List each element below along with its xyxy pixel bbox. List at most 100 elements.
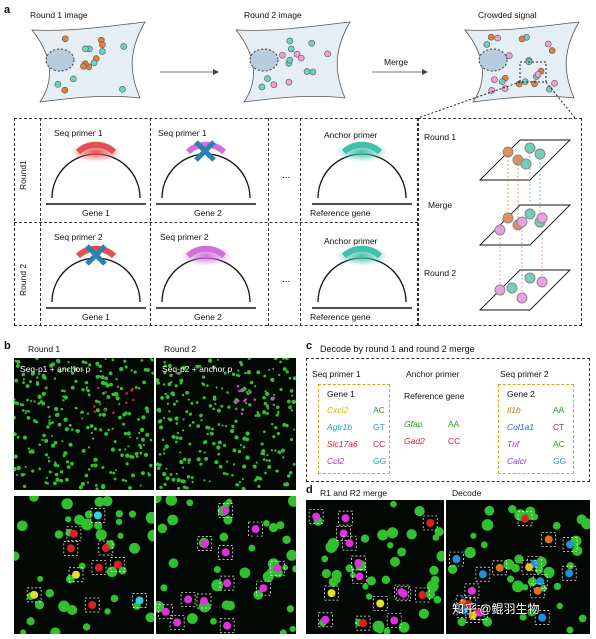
cell-spot (264, 75, 271, 82)
green-spot (147, 472, 150, 475)
cell-spot (515, 80, 523, 88)
green-spot (75, 429, 78, 432)
green-spot (167, 363, 172, 368)
green-spot (159, 419, 163, 423)
green-spot (430, 575, 440, 585)
green-spot (44, 386, 48, 390)
green-spot (166, 402, 170, 405)
green-spot (22, 378, 25, 381)
green-spot (270, 377, 275, 382)
green-spot (254, 385, 257, 388)
green-spot (22, 435, 27, 440)
green-spot (175, 472, 178, 476)
cell-spot (531, 80, 538, 88)
green-spot (66, 465, 71, 469)
green-spot (163, 482, 167, 487)
green-spot (74, 379, 78, 383)
stack-round2-label: Round 2 (424, 268, 457, 278)
green-spot (390, 500, 397, 508)
green-spot (249, 380, 254, 385)
green-spot (484, 505, 495, 516)
green-spot (14, 432, 17, 437)
green-spot (41, 391, 46, 397)
spot-box (541, 531, 557, 547)
green-spot (480, 541, 488, 549)
green-spot (272, 367, 275, 370)
green-spot (434, 527, 444, 537)
green-spot (114, 469, 118, 472)
colored-spot (426, 518, 435, 527)
cell-spot (258, 83, 266, 91)
colored-spot (69, 529, 78, 538)
spot-box (196, 593, 212, 609)
green-spot (86, 425, 90, 430)
green-spot (286, 399, 291, 404)
green-spot (170, 381, 173, 384)
green-spot (272, 435, 276, 439)
green-spot (23, 473, 26, 476)
cell-spot (61, 86, 69, 94)
green-spot (464, 546, 476, 559)
green-spot (186, 499, 194, 507)
decode-seq-primer-1: Seq primer 1 (312, 369, 361, 379)
green-spot (101, 412, 106, 417)
green-spot (14, 401, 18, 405)
green-spot (73, 365, 76, 368)
spot-box (534, 610, 550, 625)
green-spot (218, 464, 223, 469)
green-spot (202, 383, 206, 387)
green-spot (99, 370, 102, 373)
gene1-header: Gene 1 (327, 389, 355, 399)
colored-spot (161, 607, 170, 616)
seq-primer-2-label-2: Seq primer 2 (160, 232, 209, 242)
green-spot (276, 431, 281, 436)
green-spot (209, 431, 214, 436)
green-spot (82, 623, 91, 631)
green-spot (429, 565, 439, 576)
green-spot (263, 374, 267, 378)
cell-spot (494, 34, 501, 42)
green-spot (61, 395, 65, 398)
reference-rows: Gfap AA Gad2 CC (404, 405, 484, 455)
green-spot (119, 366, 124, 372)
green-spot (202, 441, 206, 444)
colored-spot (544, 535, 553, 544)
green-spot (237, 449, 242, 454)
green-spot (14, 551, 20, 561)
green-spot (129, 436, 132, 439)
green-spot (102, 391, 105, 395)
green-spot (386, 527, 399, 539)
green-spot (156, 496, 162, 504)
colored-spot (259, 584, 268, 593)
green-spot (212, 397, 217, 401)
green-spot (212, 441, 216, 446)
green-spot (540, 584, 548, 592)
green-spot (14, 378, 19, 383)
spot-box (219, 575, 235, 591)
green-spot (50, 627, 61, 634)
green-spot (30, 371, 35, 376)
merge-title: R1 and R2 merge (320, 488, 388, 498)
green-spot (145, 409, 150, 413)
green-spot (69, 461, 74, 466)
spot-box (532, 573, 548, 589)
spot-box (338, 510, 353, 526)
green-spot (144, 406, 149, 411)
green-spot (381, 575, 391, 584)
green-spot (63, 417, 68, 422)
green-spot (95, 484, 98, 487)
spot-box (84, 597, 100, 613)
green-spot (521, 584, 529, 591)
cell-spot (487, 33, 495, 41)
green-spot (181, 393, 185, 397)
green-spot (289, 471, 293, 475)
green-spot (139, 445, 143, 450)
cell-spot (534, 71, 542, 78)
green-spot (273, 393, 276, 396)
green-spot (291, 394, 294, 397)
colored-spot (88, 600, 97, 609)
green-spot (163, 360, 166, 364)
green-spot (175, 436, 179, 440)
green-spot (240, 363, 244, 367)
green-spot (44, 481, 48, 485)
